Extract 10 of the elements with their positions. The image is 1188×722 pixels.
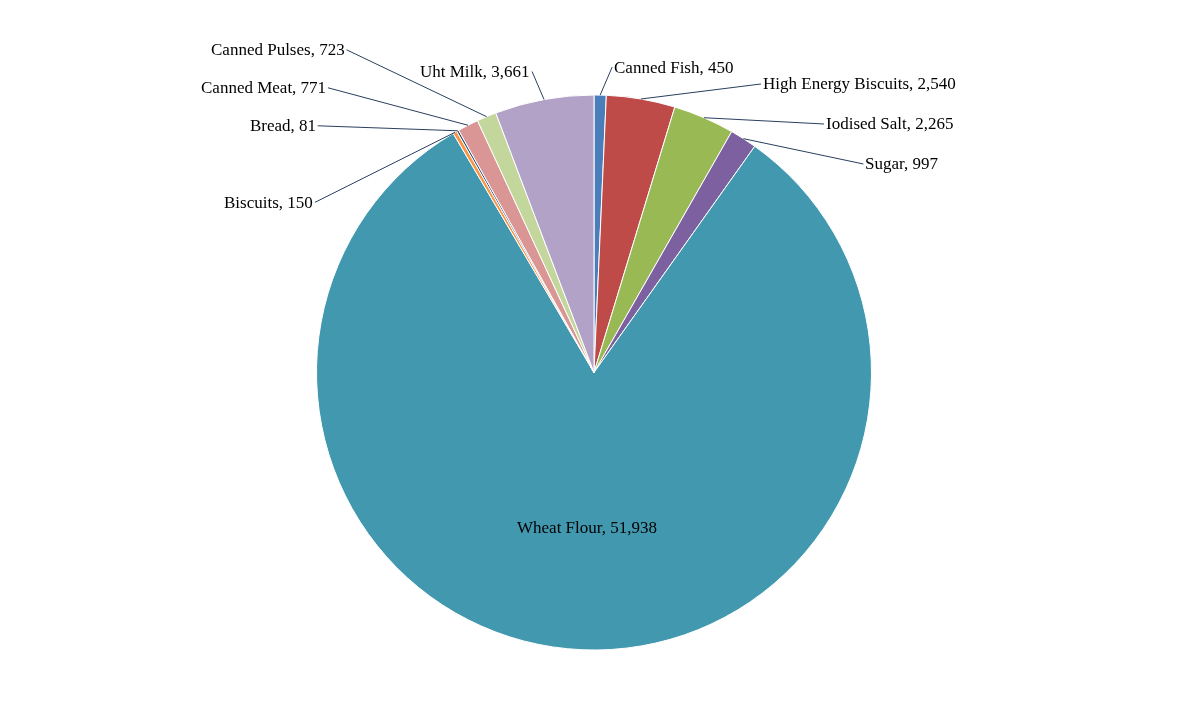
slice-label: Sugar, 997 [865,154,939,173]
slice-label: High Energy Biscuits, 2,540 [763,74,956,93]
slice-label: Canned Pulses, 723 [211,40,345,59]
slice-label: Canned Fish, 450 [614,58,734,77]
slice-label: Iodised Salt, 2,265 [826,114,954,133]
slice-label: Bread, 81 [250,116,317,135]
slice-label: Biscuits, 150 [224,193,313,212]
slice-label: Uht Milk, 3,661 [420,62,530,81]
slice-label: Wheat Flour, 51,938 [517,518,658,537]
slice-label: Canned Meat, 771 [201,78,327,97]
